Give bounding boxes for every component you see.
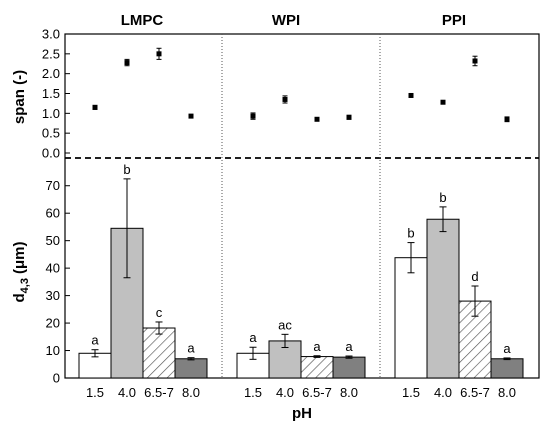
significance-letter: b (123, 162, 130, 177)
span-point (250, 113, 256, 119)
top-y-tick-label: 3.0 (42, 27, 60, 42)
x-tick-label: 4.0 (434, 385, 452, 400)
significance-letter: a (91, 333, 99, 348)
bar (426, 218, 460, 379)
x-tick-label: 1.5 (244, 385, 262, 400)
y-axis-title-subscript: 4,3 (19, 278, 31, 293)
bottom-y-tick-label: 10 (46, 343, 60, 358)
significance-letter: d (471, 269, 478, 284)
bar (174, 358, 208, 379)
span-point (504, 116, 510, 122)
significance-letter: a (249, 330, 257, 345)
span-point (408, 92, 414, 98)
x-tick-label: 1.5 (86, 385, 104, 400)
y-axis-title-unit: (μm) (11, 242, 28, 275)
top-y-tick-label: 2.0 (42, 66, 60, 81)
significance-letter: a (187, 341, 195, 356)
span-point (472, 58, 478, 64)
x-tick-label: 4.0 (118, 385, 136, 400)
span-point (92, 104, 98, 110)
panel-title-wpi: WPI (272, 12, 300, 29)
x-tick-label: 8.0 (340, 385, 358, 400)
y-axis-title-main: d (11, 293, 28, 302)
x-tick-label: 6.5-7 (460, 385, 490, 400)
significance-letter: c (156, 305, 163, 320)
x-tick-label: 8.0 (182, 385, 200, 400)
top-y-tick-label: 0.0 (42, 146, 60, 161)
span-point (188, 113, 194, 119)
significance-letter: a (313, 339, 321, 354)
bottom-y-tick-label: 30 (46, 288, 60, 303)
bottom-y-tick-label: 50 (46, 233, 60, 248)
top-y-tick-label: 1.0 (42, 106, 60, 121)
bottom-y-tick-label: 20 (46, 316, 60, 331)
bar (394, 257, 428, 379)
x-tick-label: 6.5-7 (302, 385, 332, 400)
span-point (124, 60, 130, 66)
bottom-y-axis-title: d4,3 (μm) (11, 242, 31, 303)
bar (300, 356, 334, 379)
span-point (346, 114, 352, 120)
bar (332, 356, 366, 379)
bottom-y-tick-label: 40 (46, 261, 60, 276)
x-axis-title: pH (292, 405, 312, 422)
span-point (282, 96, 288, 102)
panel-title-lmpc: LMPC (121, 12, 164, 29)
top-y-tick-label: 1.5 (42, 86, 60, 101)
top-y-axis-title: span (-) (11, 70, 28, 124)
bar (142, 327, 176, 379)
bar (490, 358, 524, 379)
bottom-y-tick-label: 0 (53, 371, 60, 386)
significance-letter: ac (278, 317, 292, 332)
span-point (440, 99, 446, 105)
x-tick-label: 6.5-7 (144, 385, 174, 400)
span-point (314, 116, 320, 122)
significance-letter: a (503, 341, 511, 356)
span-point (156, 51, 162, 57)
significance-letter: b (407, 226, 414, 241)
panel-title-ppi: PPI (442, 12, 466, 29)
significance-letter: a (345, 339, 353, 354)
significance-letter: b (439, 190, 446, 205)
bar (110, 227, 144, 379)
top-y-tick-label: 0.5 (42, 126, 60, 141)
x-tick-label: 4.0 (276, 385, 294, 400)
top-y-tick-label: 2.5 (42, 46, 60, 61)
bottom-y-tick-label: 60 (46, 206, 60, 221)
x-tick-label: 8.0 (498, 385, 516, 400)
x-tick-label: 1.5 (402, 385, 420, 400)
bottom-y-tick-label: 70 (46, 178, 60, 193)
